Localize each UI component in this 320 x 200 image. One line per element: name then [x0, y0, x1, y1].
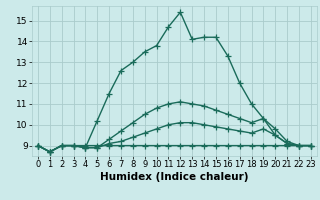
- X-axis label: Humidex (Indice chaleur): Humidex (Indice chaleur): [100, 172, 249, 182]
